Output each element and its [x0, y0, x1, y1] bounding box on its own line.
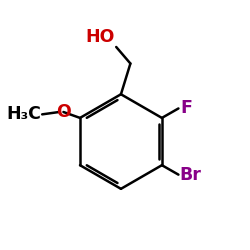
Text: Br: Br [180, 166, 202, 184]
Text: O: O [56, 103, 71, 121]
Text: F: F [180, 100, 192, 117]
Text: HO: HO [86, 28, 115, 46]
Text: H₃C: H₃C [6, 105, 41, 123]
